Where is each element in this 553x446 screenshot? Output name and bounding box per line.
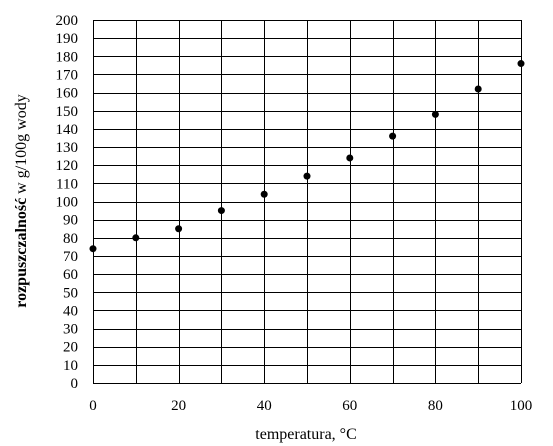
y-tick-labels: 0 10 20 30 40 50 60 70 80 90 100 110 120 130 140 150 160… bbox=[56, 13, 79, 392]
y-tick-label-190: 190 bbox=[56, 31, 79, 47]
y-tick-label-180: 180 bbox=[56, 49, 79, 65]
data-point-10 bbox=[132, 234, 140, 242]
data-point-0 bbox=[89, 245, 97, 253]
y-tick-label-130: 130 bbox=[56, 140, 79, 156]
data-point-50 bbox=[303, 172, 311, 180]
y-tick-label-40: 40 bbox=[63, 303, 78, 319]
data-points bbox=[89, 60, 525, 253]
y-tick-label-60: 60 bbox=[63, 267, 78, 283]
y-tick-label-170: 170 bbox=[56, 67, 79, 83]
x-tick-label-0: 0 bbox=[89, 398, 97, 414]
x-tick-label-100: 100 bbox=[510, 398, 533, 414]
y-tick-label-0: 0 bbox=[71, 376, 79, 392]
y-tick-label-50: 50 bbox=[63, 285, 78, 301]
x-tick-label-40: 40 bbox=[257, 398, 272, 414]
y-tick-label-90: 90 bbox=[63, 213, 78, 229]
x-tick-labels: 0 20 40 60 80 100 bbox=[89, 398, 532, 414]
data-point-100 bbox=[517, 60, 525, 68]
y-tick-label-70: 70 bbox=[63, 249, 78, 265]
y-tick-label-200: 200 bbox=[56, 13, 79, 29]
data-point-90 bbox=[474, 85, 482, 93]
y-tick-label-160: 160 bbox=[56, 86, 79, 102]
grid bbox=[93, 20, 522, 384]
data-point-30 bbox=[217, 207, 225, 215]
y-tick-label-20: 20 bbox=[63, 340, 78, 356]
y-axis-title: rozpuszczalność w g/100g wody bbox=[13, 94, 30, 307]
y-axis-title-bold: rozpuszczalność bbox=[13, 198, 30, 308]
data-point-60 bbox=[346, 154, 354, 162]
y-tick-label-140: 140 bbox=[56, 122, 79, 138]
y-tick-label-120: 120 bbox=[56, 158, 79, 174]
data-point-20 bbox=[175, 225, 183, 233]
x-tick-label-20: 20 bbox=[171, 398, 186, 414]
y-tick-label-100: 100 bbox=[56, 195, 79, 211]
data-point-70 bbox=[389, 132, 397, 140]
y-tick-label-150: 150 bbox=[56, 104, 79, 120]
data-point-80 bbox=[431, 110, 439, 118]
y-tick-label-110: 110 bbox=[56, 176, 78, 192]
x-tick-label-80: 80 bbox=[428, 398, 443, 414]
data-point-40 bbox=[260, 190, 268, 198]
x-axis-title: temperatura, °C bbox=[255, 426, 356, 443]
y-tick-label-10: 10 bbox=[63, 358, 78, 374]
y-tick-label-80: 80 bbox=[63, 231, 78, 247]
y-tick-label-30: 30 bbox=[63, 322, 78, 338]
y-axis-title-rest: w g/100g wody bbox=[13, 94, 30, 198]
x-tick-label-60: 60 bbox=[342, 398, 357, 414]
